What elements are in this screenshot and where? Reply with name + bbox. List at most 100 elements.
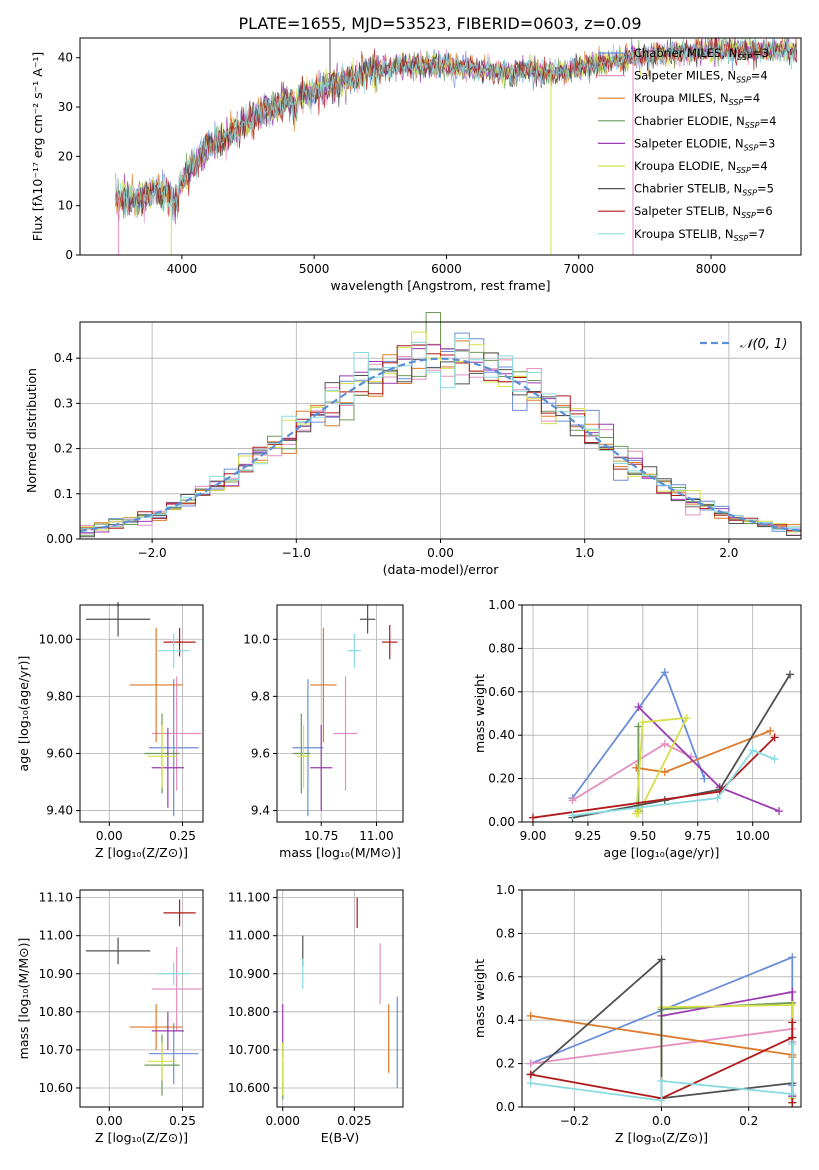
y-tick-label: 10.0 <box>243 632 270 646</box>
y-tick-label: 0.4 <box>54 351 73 365</box>
gaussian-curve <box>79 357 802 533</box>
y-tick-label: 10.600 <box>228 1081 270 1095</box>
legend-entry: Salpeter STELIB, NSSP=6 <box>634 204 773 220</box>
y-tick-label: 0.2 <box>54 442 73 456</box>
weight-series <box>637 706 780 812</box>
y-tick-label: 11.000 <box>228 929 270 943</box>
legend-entry: Salpeter ELODIE, NSSP=3 <box>634 136 775 152</box>
weight-marker <box>526 1059 535 1068</box>
axes-weight-vs-age: 9.00 9.25 9.50 9.75 10.00 0.00 0.20 0.40 0.60 0.8… <box>472 598 802 860</box>
x-axis-label: (data-model)/error <box>383 562 500 577</box>
x-axis-label: wavelength [Angstrom, rest frame] <box>330 278 550 293</box>
weight-marker <box>568 796 577 805</box>
x-tick-label: 11.00 <box>359 829 393 843</box>
weight-series <box>636 730 771 774</box>
x-tick-label: 10.00 <box>735 829 769 843</box>
weight-marker <box>788 953 797 962</box>
y-tick-label: 0.00 <box>46 532 73 546</box>
y-tick-label: 0.1 <box>54 487 73 501</box>
y-tick-label: 1.0 <box>496 883 515 897</box>
axes-residuals: 𝒩(0, 1) −2.0 −1.0 0.00 1.0 2.0 0.00 0.1 0.2 0.3 0.… <box>24 312 802 577</box>
x-axis-label: mass [log₁₀(M/M⊙)] <box>279 845 401 860</box>
x-tick-label: 7000 <box>563 262 594 276</box>
spectrum-legend: Chabrier MILES, NSSP=3 Salpeter MILES, NS… <box>598 46 776 243</box>
axes-mass-vs-z: 0.00 0.25 10.60 10.70 10.80 10.90 11.00 11.10 Z … <box>16 889 204 1145</box>
y-tick-label: 10.80 <box>39 1005 73 1019</box>
y-tick-label: 0.00 <box>488 815 515 829</box>
legend-entry: Kroupa STELIB, NSSP=7 <box>634 227 765 243</box>
y-tick-label: 0.0 <box>496 1100 515 1114</box>
x-tick-label: 5000 <box>299 262 330 276</box>
x-tick-label: 2.0 <box>719 546 738 560</box>
weight-series <box>572 742 692 802</box>
weight-marker <box>660 768 669 777</box>
weight-series <box>635 716 689 814</box>
weight-marker <box>526 1070 535 1079</box>
x-axis-label: E(B-V) <box>321 1130 360 1145</box>
y-tick-label: 10.800 <box>228 1005 270 1019</box>
y-tick-label: 10.00 <box>39 632 73 646</box>
weight-marker <box>634 809 643 818</box>
x-tick-label: 0.2 <box>739 1114 758 1128</box>
x-axis-label: Z [log₁₀(Z/Z⊙)] <box>95 845 188 860</box>
weight-marker <box>528 813 537 822</box>
y-tick-label: 9.80 <box>46 689 73 703</box>
plot-frame <box>276 604 404 823</box>
weight-marker <box>682 713 691 722</box>
legend-entry: Salpeter MILES, NSSP=4 <box>634 69 768 85</box>
histogram-series <box>79 337 802 539</box>
plot-frame <box>79 604 204 823</box>
axes-spectrum: Chabrier MILES, NSSP=3 Salpeter MILES, NS… <box>30 37 802 293</box>
plot-frame <box>521 604 802 823</box>
y-tick-label: 0.40 <box>488 728 515 742</box>
y-tick-label: 0 <box>65 248 73 262</box>
x-axis-label: Z [log₁₀(Z/Z⊙)] <box>95 1130 188 1145</box>
x-axis-label: Z [log₁₀(Z/Z⊙)] <box>615 1130 708 1145</box>
spectrum-series <box>115 38 798 222</box>
axes-weight-vs-z: −0.2 0.0 0.2 0.0 0.2 0.4 0.6 0.8 1.0 Z [log₁₀(Z/Z… <box>472 883 802 1145</box>
x-tick-label: −0.2 <box>560 1114 589 1128</box>
y-tick-label: 11.10 <box>39 891 73 905</box>
x-tick-label: 1.0 <box>575 546 594 560</box>
weight-marker <box>788 1001 797 1010</box>
y-tick-label: 0.8 <box>496 926 515 940</box>
weight-marker <box>638 718 647 727</box>
x-tick-label: 0.25 <box>169 1114 196 1128</box>
y-axis-label: age [log₁₀(age/yr)] <box>16 656 31 772</box>
x-tick-label: 6000 <box>431 262 462 276</box>
figure-title: PLATE=1655, MJD=53523, FIBERID=0603, z=0… <box>238 14 641 33</box>
y-tick-label: 0.2 <box>496 1057 515 1071</box>
axes-age-vs-z: 0.00 0.25 9.40 9.60 9.80 10.00 Z [log₁₀(Z/Z⊙)]… <box>16 602 204 860</box>
y-axis-label: mass weight <box>472 674 487 753</box>
weight-marker <box>788 1089 797 1098</box>
x-tick-label: 0.00 <box>96 1114 123 1128</box>
weight-marker <box>568 811 577 820</box>
weight-series <box>572 749 775 817</box>
x-tick-label: 9.75 <box>684 829 711 843</box>
y-tick-label: 0.80 <box>488 641 515 655</box>
y-axis-label: mass [log₁₀(M/M⊙)] <box>16 938 31 1060</box>
x-tick-label: 0.000 <box>266 1114 300 1128</box>
y-tick-label: 9.60 <box>46 746 73 760</box>
weight-marker <box>770 755 779 764</box>
y-tick-label: 9.6 <box>251 746 270 760</box>
y-tick-label: 9.8 <box>251 689 270 703</box>
x-tick-label: −2.0 <box>138 546 167 560</box>
weight-marker <box>657 1076 666 1085</box>
weight-marker <box>788 1098 797 1107</box>
x-tick-label: 0.00 <box>96 829 123 843</box>
weight-marker <box>526 1011 535 1020</box>
spectrum-series <box>115 38 798 217</box>
weight-marker <box>788 1040 797 1049</box>
y-tick-label: 11.00 <box>39 929 73 943</box>
weight-marker <box>634 722 643 731</box>
y-tick-label: 0.60 <box>488 685 515 699</box>
weight-marker <box>634 702 643 711</box>
y-tick-label: 9.4 <box>251 804 270 818</box>
y-tick-label: 9.40 <box>46 804 73 818</box>
x-tick-label: 9.25 <box>575 829 602 843</box>
x-axis-label: age [log₁₀(age/yr)] <box>604 845 720 860</box>
x-tick-label: 0.25 <box>169 829 196 843</box>
weight-marker <box>713 794 722 803</box>
